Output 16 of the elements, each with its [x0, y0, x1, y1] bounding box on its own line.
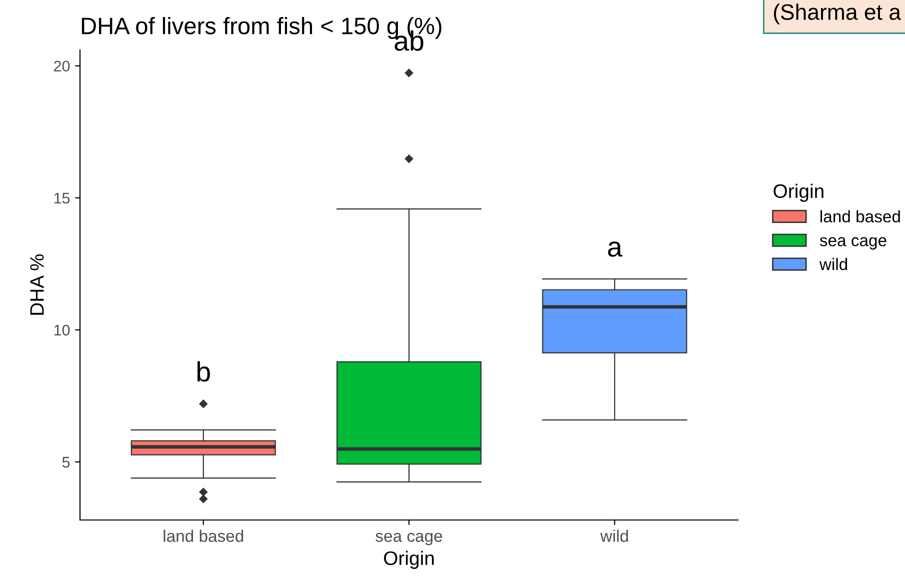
annotation: a — [608, 242, 622, 257]
x-tick-label: wild — [600, 530, 628, 542]
annotation: b — [197, 361, 210, 382]
y-tick-label: 15 — [54, 192, 70, 204]
y-tick-label: 5 — [62, 456, 70, 468]
text: (Sharma et a — [774, 4, 902, 24]
x-axis-title: Origin — [384, 550, 434, 569]
y-axis-title: DHA % — [30, 254, 44, 315]
x-tick-label: land based — [164, 530, 244, 542]
legend-label: land based — [820, 210, 900, 222]
legend-label: wild — [819, 258, 848, 270]
y-tick-label: 20 — [54, 60, 70, 72]
y-tick-label: 10 — [54, 324, 70, 336]
x-tick-label: sea cage — [376, 532, 442, 546]
legend-label: sea cage — [820, 237, 886, 250]
legend-title: Origin — [774, 184, 824, 202]
